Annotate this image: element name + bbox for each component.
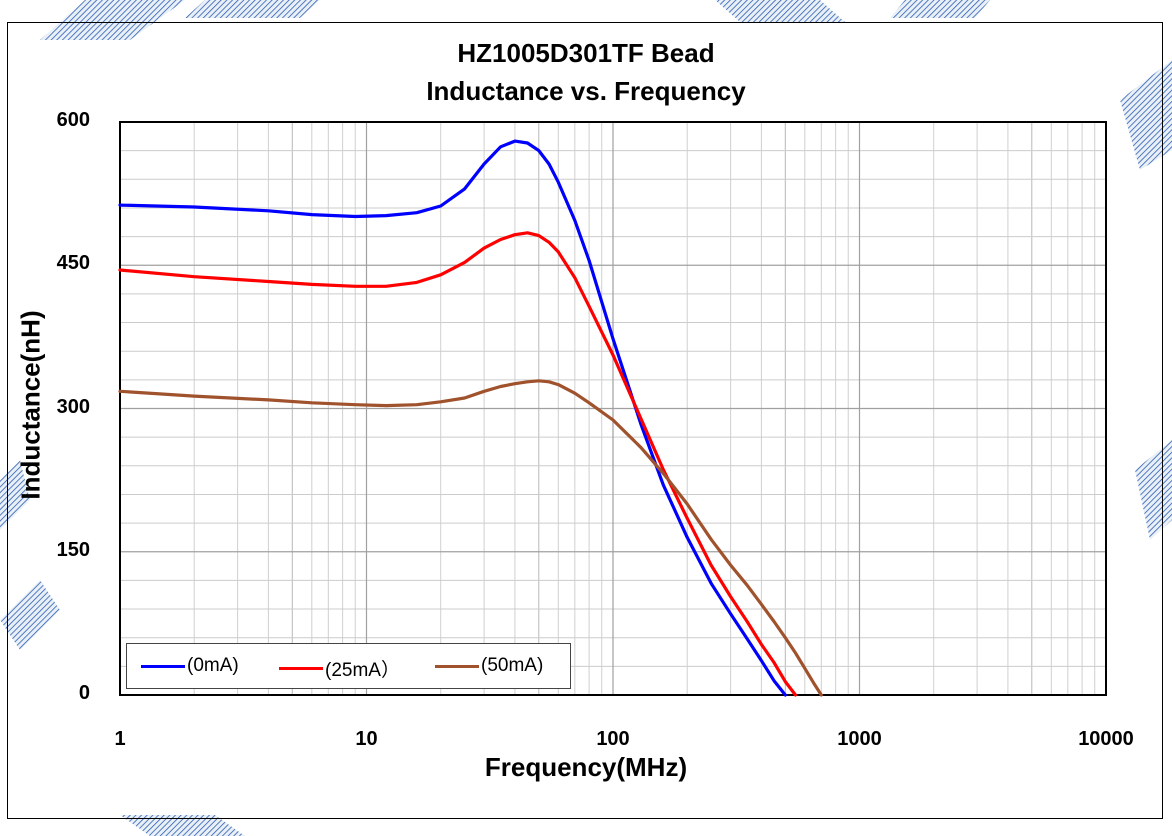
y-tick-label: 0 (78, 682, 90, 704)
y-tick-label: 300 (56, 395, 90, 418)
legend-label: (25mA） (325, 660, 400, 681)
x-tick-label: 1000 (837, 728, 882, 750)
chart-frame (7, 22, 1163, 819)
series-line-1 (118, 231, 798, 697)
y-tick-label: 150 (56, 538, 90, 561)
series-line-2 (118, 379, 823, 697)
legend-swatch (435, 664, 479, 668)
legend-item: (50mA) (435, 655, 543, 677)
legend-item: (0mA) (141, 655, 239, 677)
series-line-0 (118, 139, 787, 697)
x-tick-label: 100 (596, 728, 630, 750)
legend-swatch (141, 664, 185, 668)
legend-item: (25mA） (279, 655, 400, 682)
legend-swatch (279, 667, 323, 670)
legend-label: (50mA) (481, 655, 544, 676)
y-tick-label: 450 (56, 252, 90, 275)
legend-label: (0mA) (187, 655, 239, 676)
chart-legend: (0mA) (25mA） (50mA) (126, 643, 571, 689)
chart-subtitle: Inductance vs. Frequency (426, 76, 746, 106)
chart-title: HZ1005D301TF Bead (457, 38, 715, 68)
x-tick-label: 1 (114, 728, 126, 750)
x-tick-label: 10000 (1078, 728, 1134, 750)
x-axis-label: Frequency(MHz) (484, 752, 688, 782)
y-tick-label: 600 (56, 109, 90, 131)
plot-border (119, 121, 1107, 696)
x-tick-label: 10 (355, 728, 378, 750)
